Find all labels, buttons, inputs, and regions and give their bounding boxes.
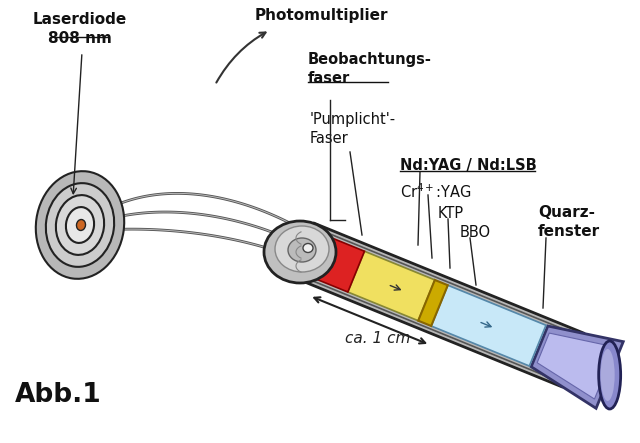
Ellipse shape (303, 244, 313, 253)
Polygon shape (537, 333, 616, 399)
Polygon shape (418, 280, 448, 326)
Polygon shape (305, 233, 575, 377)
Text: Quarz-
fenster: Quarz- fenster (538, 205, 600, 239)
Text: Beobachtungs-
faser: Beobachtungs- faser (308, 52, 432, 85)
Text: Photomultiplier: Photomultiplier (255, 8, 388, 23)
Text: BBO: BBO (460, 225, 491, 240)
Ellipse shape (288, 238, 316, 262)
Ellipse shape (601, 349, 614, 401)
Text: KTP: KTP (438, 206, 464, 221)
Ellipse shape (275, 226, 329, 272)
Polygon shape (348, 251, 435, 321)
Ellipse shape (598, 341, 621, 409)
Ellipse shape (66, 207, 94, 243)
Text: ca. 1 cm: ca. 1 cm (345, 331, 410, 346)
Ellipse shape (56, 195, 104, 255)
Text: Laserdiode
808 nm: Laserdiode 808 nm (33, 12, 127, 46)
Polygon shape (316, 238, 364, 292)
Text: Cr$^{4+}$:YAG: Cr$^{4+}$:YAG (400, 182, 472, 201)
Text: Nd:YAG / Nd:LSB: Nd:YAG / Nd:LSB (400, 158, 537, 173)
Ellipse shape (36, 171, 124, 279)
Ellipse shape (46, 183, 114, 267)
Ellipse shape (264, 221, 336, 283)
Text: 'Pumplicht'-
Faser: 'Pumplicht'- Faser (310, 112, 396, 146)
Polygon shape (531, 326, 623, 408)
Polygon shape (292, 223, 584, 387)
Ellipse shape (76, 220, 86, 230)
Polygon shape (431, 285, 546, 366)
Text: Abb.1: Abb.1 (15, 382, 102, 408)
